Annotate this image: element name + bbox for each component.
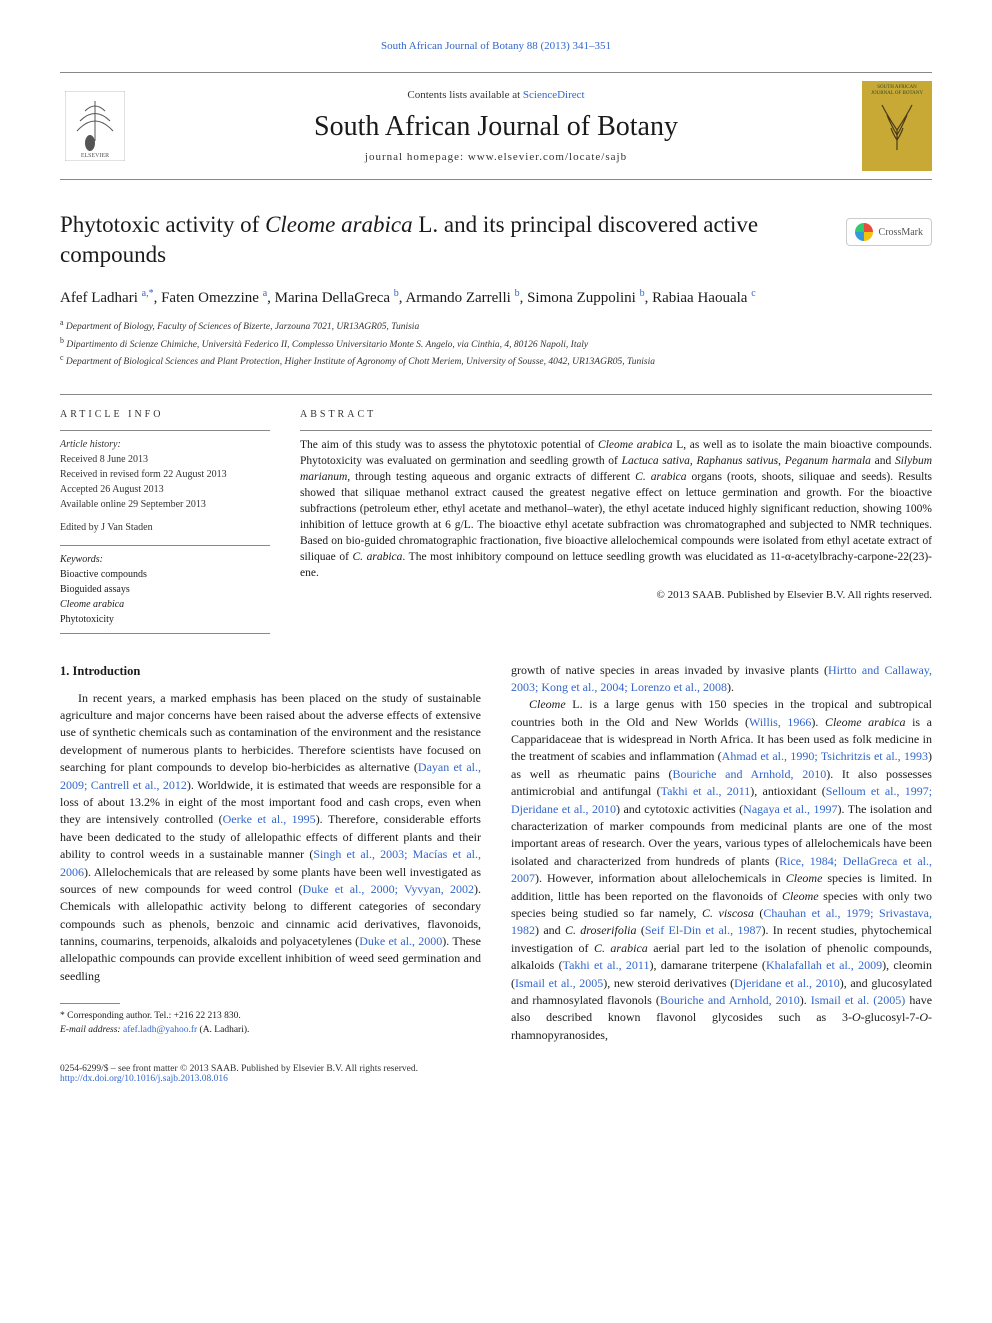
affiliation-b: b Dipartimento di Scienze Chimiche, Univ… [60, 335, 932, 352]
article-history: Article history: Received 8 June 2013 Re… [60, 430, 270, 512]
journal-homepage-url[interactable]: www.elsevier.com/locate/sajb [468, 151, 627, 163]
corresponding-author-note: * Corresponding author. Tel.: +216 22 21… [60, 1010, 481, 1023]
abstract-column: abstract The aim of this study was to as… [300, 409, 932, 634]
abstract-heading: abstract [300, 409, 932, 420]
svg-text:ELSEVIER: ELSEVIER [81, 153, 109, 159]
intro-paragraph-1-cont: growth of native species in areas invade… [511, 662, 932, 697]
doi-link[interactable]: http://dx.doi.org/10.1016/j.sajb.2013.08… [60, 1074, 228, 1084]
article-info-heading: article info [60, 409, 270, 420]
affiliation-a: a Department of Biology, Faculty of Scie… [60, 317, 932, 334]
crossmark-icon [855, 223, 873, 241]
journal-masthead: ELSEVIER Contents lists available at Sci… [60, 72, 932, 180]
elsevier-logo: ELSEVIER [60, 91, 130, 161]
sciencedirect-link[interactable]: ScienceDirect [523, 89, 585, 101]
article-title: Phytotoxic activity of Cleome arabica L.… [60, 210, 932, 270]
journal-title: South African Journal of Botany [130, 111, 862, 143]
email-line: E-mail address: afef.ladh@yahoo.fr (A. L… [60, 1024, 481, 1037]
editor-line: Edited by J Van Staden [60, 522, 270, 533]
footnotes: * Corresponding author. Tel.: +216 22 21… [60, 1010, 481, 1037]
section-heading-introduction: 1. Introduction [60, 662, 481, 680]
footnote-separator [60, 1003, 120, 1004]
journal-citation-link[interactable]: South African Journal of Botany 88 (2013… [60, 40, 932, 52]
issn-copyright-line: 0254-6299/$ – see front matter © 2013 SA… [60, 1064, 418, 1074]
page-footer: 0254-6299/$ – see front matter © 2013 SA… [60, 1064, 932, 1084]
body-column-right: growth of native species in areas invade… [511, 662, 932, 1045]
journal-cover-thumb: SOUTH AFRICAN JOURNAL OF BOTANY [862, 81, 932, 171]
journal-homepage-line: journal homepage: www.elsevier.com/locat… [130, 151, 862, 163]
abstract-text: The aim of this study was to assess the … [300, 430, 932, 582]
keywords-block: Keywords: Bioactive compounds Bioguided … [60, 545, 270, 634]
crossmark-badge[interactable]: CrossMark [846, 218, 932, 246]
article-info-column: article info Article history: Received 8… [60, 409, 270, 634]
corresponding-email-link[interactable]: afef.ladh@yahoo.fr [123, 1025, 197, 1035]
contents-available-line: Contents lists available at ScienceDirec… [130, 89, 862, 101]
author-list: Afef Ladhari a,*, Faten Omezzine a, Mari… [60, 286, 932, 310]
body-column-left: 1. Introduction In recent years, a marke… [60, 662, 481, 1045]
intro-paragraph-2: Cleome L. is a large genus with 150 spec… [511, 696, 932, 1044]
affiliation-c: c Department of Biological Sciences and … [60, 352, 932, 369]
abstract-copyright: © 2013 SAAB. Published by Elsevier B.V. … [300, 589, 932, 601]
intro-paragraph-1: In recent years, a marked emphasis has b… [60, 690, 481, 986]
affiliations: a Department of Biology, Faculty of Scie… [60, 317, 932, 369]
